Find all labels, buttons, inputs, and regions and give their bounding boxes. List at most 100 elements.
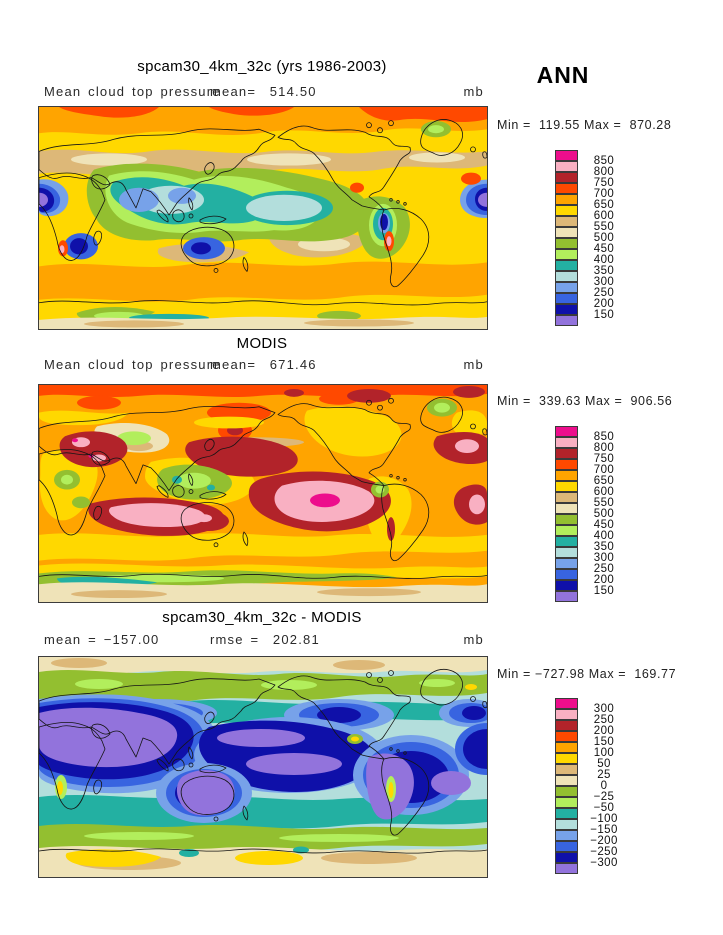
contour-field bbox=[39, 657, 487, 877]
panel-title: spcam30_4km_32c (yrs 1986-2003) bbox=[137, 58, 387, 75]
mean-value-label: mean= 671.46 bbox=[210, 357, 317, 372]
legend-color-box bbox=[555, 437, 578, 448]
legend-level-label: 200 bbox=[593, 725, 615, 737]
legend-level-label: −25 bbox=[593, 791, 615, 803]
legend-colorbar: 850 800 750 700 650 600 550 500 450 400 350 300 250 2… bbox=[555, 150, 625, 326]
legend-level-label: 150 bbox=[593, 585, 615, 597]
model-map bbox=[38, 106, 488, 330]
legend-level-label: 550 bbox=[593, 497, 615, 509]
legend-level-label: 700 bbox=[593, 464, 615, 476]
mean-value-label: mean = −157.00 bbox=[44, 632, 160, 647]
legend-level-label: 750 bbox=[593, 453, 615, 465]
subtitle-row: Mean cloud top pressure mean= 514.50 mb bbox=[38, 84, 486, 100]
legend-level-label: 400 bbox=[593, 530, 615, 542]
units-label: mb bbox=[463, 632, 484, 647]
panel-title: spcam30_4km_32c - MODIS bbox=[162, 609, 362, 626]
panel-title: MODIS bbox=[236, 335, 288, 352]
legend-level-label: −300 bbox=[590, 857, 618, 869]
legend-color-box bbox=[555, 260, 578, 271]
legend-color-box bbox=[555, 525, 578, 536]
legend-color-box bbox=[555, 863, 578, 874]
legend-color-box bbox=[555, 591, 578, 602]
legend-color-box bbox=[555, 720, 578, 731]
units-label: mb bbox=[463, 84, 484, 99]
legend-color-box bbox=[555, 536, 578, 547]
legend-level-label: 800 bbox=[593, 166, 615, 178]
legend-color-box bbox=[555, 282, 578, 293]
legend-color-box bbox=[555, 161, 578, 172]
difference-map bbox=[38, 656, 488, 878]
season-label: ANN bbox=[536, 62, 590, 88]
legend-level-label: 850 bbox=[593, 431, 615, 443]
legend-level-label: 600 bbox=[593, 210, 615, 222]
legend-color-box bbox=[555, 808, 578, 819]
legend-level-label: 500 bbox=[593, 232, 615, 244]
legend-color-box bbox=[555, 514, 578, 525]
legend-level-label: 0 bbox=[600, 780, 608, 792]
legend-color-box bbox=[555, 786, 578, 797]
legend-color-box bbox=[555, 830, 578, 841]
legend-level-label: 750 bbox=[593, 177, 615, 189]
legend-level-label: 500 bbox=[593, 508, 615, 520]
legend-color-box bbox=[555, 304, 578, 315]
legend-color-box bbox=[555, 742, 578, 753]
legend-color-box bbox=[555, 183, 578, 194]
legend-level-label: −250 bbox=[590, 846, 618, 858]
legend-level-label: 200 bbox=[593, 298, 615, 310]
legend-level-label: −200 bbox=[590, 835, 618, 847]
contour-field bbox=[39, 107, 487, 329]
legend-color-box bbox=[555, 315, 578, 326]
legend-color-box bbox=[555, 841, 578, 852]
legend-level-label: 300 bbox=[593, 703, 615, 715]
legend-level-label: 650 bbox=[593, 199, 615, 211]
legend-level-label: 250 bbox=[593, 714, 615, 726]
legend-level-label: 200 bbox=[593, 574, 615, 586]
legend-level-label: 150 bbox=[593, 736, 615, 748]
modis-map bbox=[38, 384, 488, 603]
legend-level-label: −50 bbox=[593, 802, 615, 814]
legend-color-box bbox=[555, 547, 578, 558]
legend-color-box bbox=[555, 426, 578, 437]
legend-color-box bbox=[555, 819, 578, 830]
legend-level-label: 25 bbox=[597, 769, 611, 781]
legend-level-label: 800 bbox=[593, 442, 615, 454]
legend-level-label: 250 bbox=[593, 287, 615, 299]
legend-colorbar: 850 800 750 700 650 600 550 500 450 400 350 300 250 2… bbox=[555, 426, 625, 602]
legend-level-label: −100 bbox=[590, 813, 618, 825]
legend-color-box bbox=[555, 205, 578, 216]
subtitle-row: mean = −157.00 rmse = 202.81 mb bbox=[38, 632, 486, 648]
legend-level-label: 350 bbox=[593, 541, 615, 553]
legend-level-label: 250 bbox=[593, 563, 615, 575]
legend-color-box bbox=[555, 698, 578, 709]
legend-color-box bbox=[555, 448, 578, 459]
legend-level-label: 700 bbox=[593, 188, 615, 200]
legend-level-label: 400 bbox=[593, 254, 615, 266]
legend-color-box bbox=[555, 569, 578, 580]
legend-level-label: 450 bbox=[593, 519, 615, 531]
legend-color-box bbox=[555, 194, 578, 205]
legend-level-label: 550 bbox=[593, 221, 615, 233]
units-label: mb bbox=[463, 357, 484, 372]
legend-color-box bbox=[555, 709, 578, 720]
rmse-label: rmse = 202.81 bbox=[210, 632, 320, 647]
stats-minmax-label: Min = −727.98 Max = 169.77 bbox=[497, 667, 677, 681]
legend-level-label: −150 bbox=[590, 824, 618, 836]
legend-color-box bbox=[555, 238, 578, 249]
legend-color-box bbox=[555, 492, 578, 503]
legend-color-box bbox=[555, 580, 578, 591]
contour-field bbox=[39, 385, 487, 602]
legend-color-box bbox=[555, 227, 578, 238]
legend-color-box bbox=[555, 172, 578, 183]
legend-color-box bbox=[555, 558, 578, 569]
variable-label: Mean cloud top pressure bbox=[44, 84, 221, 99]
legend-colorbar: 300 250 200 150 100 50 25 0 −25 −50 −100 −150 −200 −2… bbox=[555, 698, 625, 874]
legend-color-box bbox=[555, 731, 578, 742]
mean-value-label: mean= 514.50 bbox=[210, 84, 317, 99]
stats-minmax-label: Min = 339.63 Max = 906.56 bbox=[497, 394, 673, 408]
legend-color-box bbox=[555, 852, 578, 863]
legend-color-box bbox=[555, 481, 578, 492]
legend-color-box bbox=[555, 764, 578, 775]
legend-level-label: 650 bbox=[593, 475, 615, 487]
legend-level-label: 350 bbox=[593, 265, 615, 277]
legend-level-label: 300 bbox=[593, 276, 615, 288]
